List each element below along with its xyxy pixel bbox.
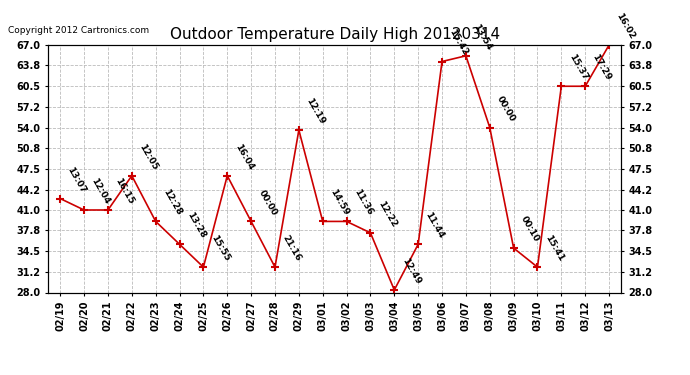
Text: 00:10: 00:10 [519,215,541,244]
Title: Outdoor Temperature Daily High 20120314: Outdoor Temperature Daily High 20120314 [170,27,500,42]
Text: Copyright 2012 Cartronics.com: Copyright 2012 Cartronics.com [8,26,149,35]
Text: 11:44: 11:44 [424,211,446,240]
Text: 00:00: 00:00 [257,188,279,217]
Text: 21:16: 21:16 [281,234,303,263]
Text: 11:36: 11:36 [352,188,374,217]
Text: 16:04: 16:04 [233,142,255,172]
Text: 15:55: 15:55 [209,234,231,263]
Text: 15:41: 15:41 [543,234,565,263]
Text: 13:28: 13:28 [185,211,207,240]
Text: 16:15: 16:15 [114,177,136,206]
Text: 12:05: 12:05 [137,142,159,172]
Text: 13:54: 13:54 [471,22,493,52]
Text: 12:49: 12:49 [400,256,422,286]
Text: 13:07: 13:07 [66,165,88,194]
Text: 12:22: 12:22 [376,200,398,229]
Text: 12:19: 12:19 [304,96,326,126]
Text: 16:02: 16:02 [615,12,637,41]
Text: 14:59: 14:59 [328,188,351,217]
Text: 12:04: 12:04 [90,177,112,206]
Text: 15:42: 15:42 [448,28,470,57]
Text: 12:28: 12:28 [161,188,184,217]
Text: 00:00: 00:00 [495,94,518,123]
Text: 15:37: 15:37 [567,53,589,82]
Text: 17:29: 17:29 [591,53,613,82]
